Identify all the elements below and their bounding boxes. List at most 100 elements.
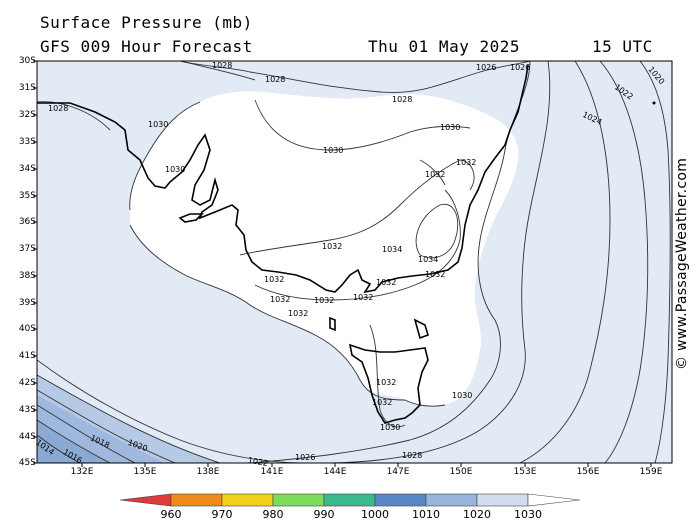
lat-label: 36S xyxy=(18,217,36,227)
lon-label: 138E xyxy=(196,467,220,477)
lat-label: 42S xyxy=(18,378,36,388)
lon-label: 141E xyxy=(260,467,284,477)
isobar-1022 xyxy=(37,389,176,463)
forecast-label: GFS 009 Hour Forecast xyxy=(40,37,253,56)
forecast-date: Thu 01 May 2025 xyxy=(368,37,520,56)
lat-label: 34S xyxy=(18,164,36,174)
isobar-label: 1032 xyxy=(270,295,290,304)
isobar-1034 xyxy=(415,203,459,259)
isobar-label: 1028 xyxy=(392,95,412,104)
isobar-label: 1032 xyxy=(376,378,396,387)
isobar-1030 xyxy=(254,99,471,151)
isobar-label: 1028 xyxy=(402,451,422,460)
isobar-1032 xyxy=(369,324,406,428)
lat-label: 44S xyxy=(18,432,36,442)
lat-label: 32S xyxy=(18,110,36,120)
scale-swatch-1000 xyxy=(323,493,376,507)
isobar-label: 1030 xyxy=(380,423,400,432)
scale-label: 960 xyxy=(160,508,182,521)
isobar-label: 1034 xyxy=(382,245,402,254)
lat-label: 33S xyxy=(18,137,36,147)
isobar-label: 1032 xyxy=(314,296,334,305)
isobar-1032 xyxy=(419,159,446,186)
isobar-1028 xyxy=(249,61,531,463)
high-pressure-area xyxy=(129,91,519,407)
scale-swatch-max xyxy=(527,493,581,507)
isobar-label: 1032 xyxy=(376,278,396,287)
isobar-1030 xyxy=(179,61,256,81)
isobar-label: 1030 xyxy=(148,120,168,129)
lat-label: 43S xyxy=(18,405,36,415)
scale-swatch-1010 xyxy=(374,493,427,507)
lat-label: 30S xyxy=(18,56,36,66)
isobar-label: 1030 xyxy=(440,123,460,132)
isobar-1032 xyxy=(239,159,475,256)
isobar-labels: 1028 1028 1028 1028 1026 1026 1020 1022 … xyxy=(34,61,666,468)
lat-label: 45S xyxy=(18,458,36,468)
isobar-label: 1028 xyxy=(265,75,285,84)
lon-label: 150E xyxy=(449,467,473,477)
isobar-label: 1026 xyxy=(510,63,530,72)
lat-label: 31S xyxy=(18,83,36,93)
isobar-1028 xyxy=(37,101,111,131)
chart-title: Surface Pressure (mb) xyxy=(40,13,253,32)
isobar-1028 xyxy=(179,61,531,93)
isobar-1030 xyxy=(129,101,201,211)
lon-label: 135E xyxy=(133,467,157,477)
isobar-label: 1032 xyxy=(425,170,445,179)
scale-swatch-1020 xyxy=(425,493,478,507)
lord-howe-island xyxy=(652,101,656,105)
lon-label: 153E xyxy=(513,467,537,477)
scale-swatch-960 xyxy=(119,493,172,507)
isobar-label: 1032 xyxy=(456,158,476,167)
scale-label: 1000 xyxy=(361,508,389,521)
scale-label: 1030 xyxy=(514,508,542,521)
coastline xyxy=(37,64,529,424)
map-frame xyxy=(36,60,673,464)
isobar-label: 1022 xyxy=(247,456,269,468)
scale-swatch-970 xyxy=(170,493,223,507)
isobar-1024 xyxy=(37,374,221,463)
isobar-1020 xyxy=(639,61,671,463)
isobar-label: 1032 xyxy=(372,398,392,407)
isobar-1024 xyxy=(519,61,611,463)
lat-label: 39S xyxy=(18,298,36,308)
king-island xyxy=(329,316,336,332)
isobar-label: 1032 xyxy=(353,293,373,302)
isobar-label: 1030 xyxy=(165,165,185,174)
isobar-1020 xyxy=(37,404,136,463)
lat-label: 40S xyxy=(18,324,36,334)
scale-label: 980 xyxy=(262,508,284,521)
flinders-island xyxy=(413,318,429,340)
isobar-label: 1032 xyxy=(288,309,308,318)
isobar-label: 1026 xyxy=(476,63,496,72)
isobar-label: 1026 xyxy=(295,453,315,462)
axis-ticks xyxy=(33,60,652,467)
lon-label: 156E xyxy=(576,467,600,477)
tasmania-coast xyxy=(348,343,429,424)
lon-label: 132E xyxy=(70,467,94,477)
isobar-label: 1032 xyxy=(264,275,284,284)
lon-label: 144E xyxy=(323,467,347,477)
lat-label: 37S xyxy=(18,244,36,254)
lat-label: 41S xyxy=(18,351,36,361)
isobar-1026 xyxy=(37,359,301,463)
color-scale xyxy=(119,493,581,507)
lat-label: 38S xyxy=(18,271,36,281)
isobar-label: 1034 xyxy=(418,255,438,264)
site-credit: © www.PassageWeather.com xyxy=(674,157,690,370)
scale-swatch-990 xyxy=(272,493,325,507)
isobar-label: 1030 xyxy=(323,146,343,155)
scale-label: 970 xyxy=(211,508,233,521)
isobars xyxy=(37,61,671,463)
scale-swatch-1030 xyxy=(476,493,529,507)
isobar-label: 1032 xyxy=(322,242,342,251)
lon-label: 147E xyxy=(386,467,410,477)
isobar-label: 1028 xyxy=(212,61,232,70)
isobar-1022 xyxy=(599,61,649,463)
forecast-time: 15 UTC xyxy=(592,37,653,56)
isobar-1016 xyxy=(37,434,81,463)
isobar-1030 xyxy=(129,224,446,407)
isobar-1018 xyxy=(37,419,111,463)
